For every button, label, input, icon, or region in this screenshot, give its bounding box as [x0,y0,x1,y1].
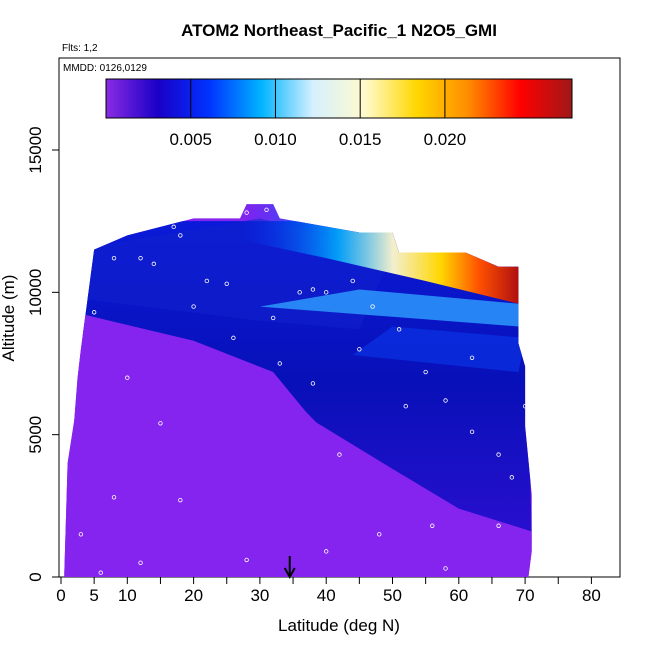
flights-label: Flts: 1,2 [62,43,98,54]
x-axis-label: Latitude (deg N) [278,616,400,635]
x-tick-label: 40 [317,586,336,605]
colorbar-tick-label: 0.010 [254,130,297,149]
sample-point [496,452,501,457]
x-tick-label: 50 [383,586,402,605]
sample-point [171,224,176,230]
sample-point [270,315,276,321]
sample-point [297,290,302,295]
x-tick-label: 20 [184,586,203,605]
sample-point [151,261,157,267]
sample-point [377,532,382,537]
sample-point [244,557,249,563]
mid-blue-band [352,326,526,373]
sample-point [423,369,428,375]
sample-point [111,255,117,261]
sample-point [522,404,528,409]
y-tick-label: 10000 [26,269,45,316]
sample-point [204,278,210,284]
sample-point [111,495,117,500]
sample-point [324,290,329,295]
sample-point [310,381,316,386]
y-tick-label: 0 [26,572,45,581]
sample-point [138,560,143,565]
y-axis: 0 5000 10000 15000 [26,126,59,582]
sample-point [277,361,282,366]
x-tick-label: 10 [118,586,137,605]
sample-point [310,287,316,292]
x-tick-label: 70 [516,586,535,605]
colorbar-tick-label: 0.005 [169,130,212,149]
concentration-curtain [64,204,532,577]
sample-point [191,304,196,309]
colorbar-swatch [105,78,573,119]
light-blue-band [259,289,519,327]
x-tick-label: 80 [582,586,601,605]
lower-troposphere-region [64,312,532,577]
sample-point [469,429,475,435]
sample-point [264,207,269,212]
sample-point [125,375,130,380]
sample-point [337,452,342,457]
high-concentration-band [240,204,519,304]
sample-point [396,327,402,332]
sample-point [469,355,475,361]
y-tick-label: 15000 [26,126,45,173]
x-tick-label: 5 [89,586,98,605]
sample-point [231,335,236,341]
dates-label: MMDD: 0126,0129 [63,63,147,74]
sample-point [443,398,448,403]
sample-point [357,347,362,352]
sample-point [224,281,229,286]
colorbar-tick-label: 0.015 [339,130,382,149]
sample-point [244,210,249,215]
sample-point [350,278,355,284]
x-axis: 0 5 10 20 30 40 50 60 70 80 [56,577,601,605]
arrow-head [283,567,296,580]
chart-title: ATOM2 Northeast_Pacific_1 N2O5_GMI [181,21,497,40]
colorbar-tick-label: 0.020 [424,130,467,149]
y-tick-label: 5000 [26,416,45,454]
x-tick-label: 30 [250,586,269,605]
sample-point [91,310,97,315]
x-tick-label: 60 [449,586,468,605]
colorbar: 0.005 0.010 0.015 0.020 [105,78,573,149]
sample-point [509,475,515,480]
sample-point [430,523,435,528]
sample-point [324,549,329,554]
sample-point [158,421,163,426]
sample-point [178,233,183,238]
sample-markers [78,207,528,575]
sample-point [98,570,103,575]
sample-point [496,523,501,528]
sample-point [178,497,183,503]
y-axis-label: Altitude (m) [0,275,18,362]
sample-point [370,304,375,309]
latitude-marker-arrow [283,556,296,580]
sample-point [403,404,408,409]
sample-point [443,566,448,571]
x-tick-label: 0 [56,586,65,605]
sample-point [138,255,143,261]
sample-point [78,532,84,537]
